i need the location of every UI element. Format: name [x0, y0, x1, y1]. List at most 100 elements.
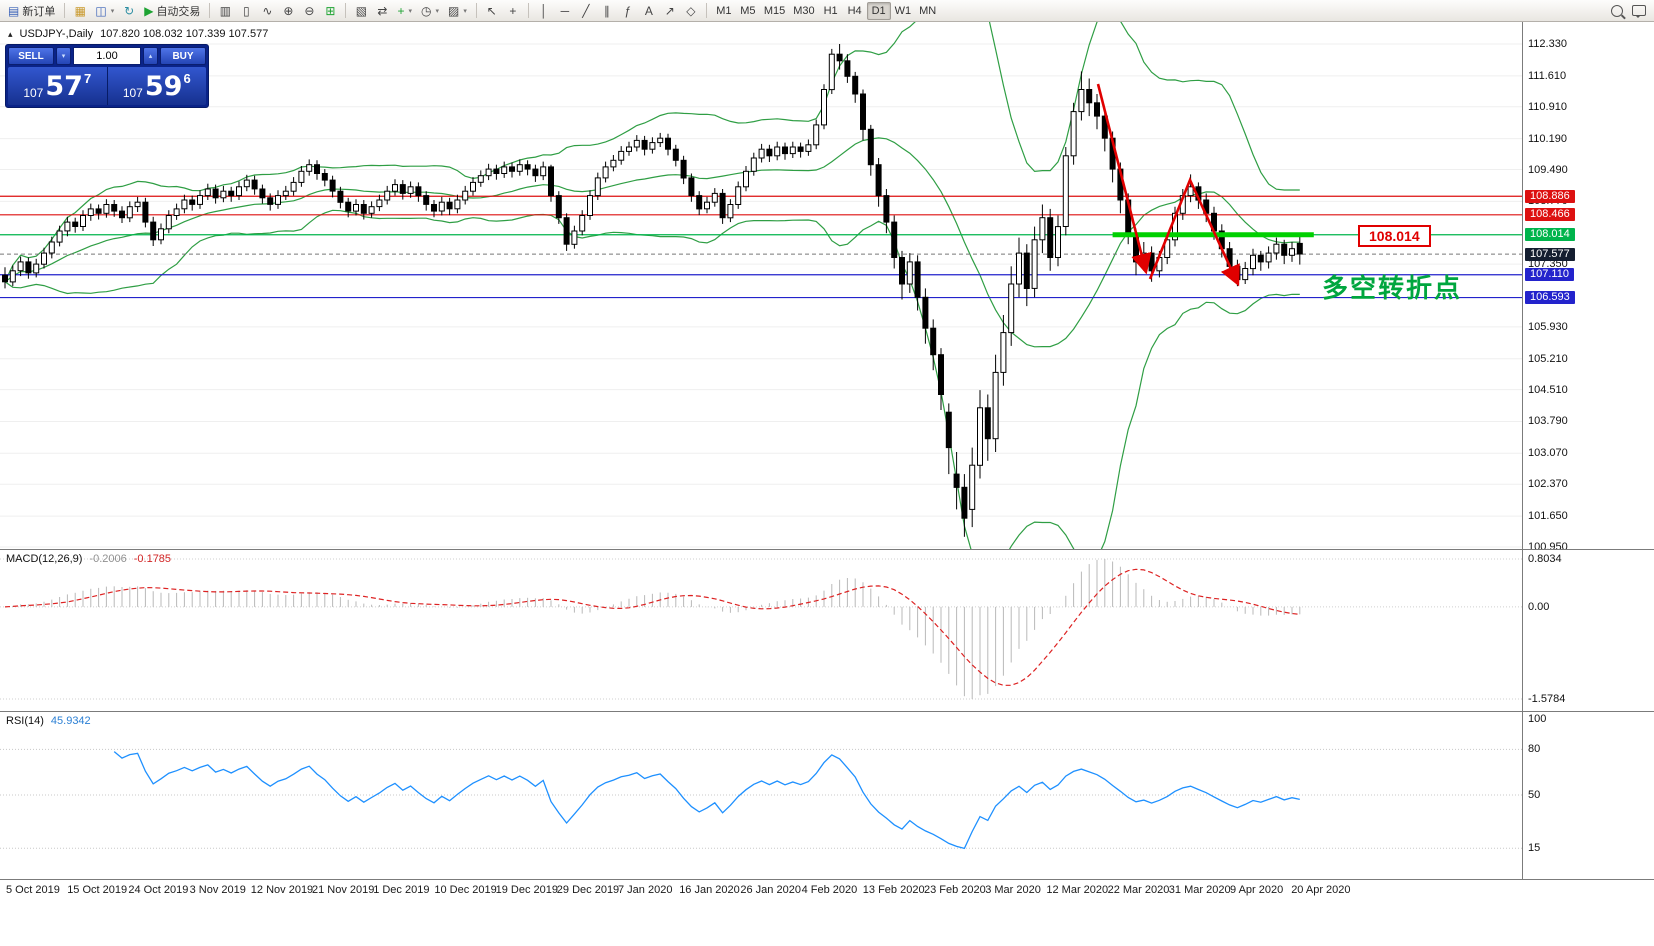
- price-tick-label: 101.650: [1528, 510, 1568, 523]
- date-label: 10 Dec 2019: [434, 884, 497, 896]
- macd-panel[interactable]: MACD(12,26,9) -0.2006 -0.1785: [0, 549, 1522, 711]
- timeframe-w1-button[interactable]: W1: [891, 2, 916, 20]
- candle-body: [103, 204, 110, 214]
- volume-input[interactable]: [73, 47, 141, 65]
- candle-body: [688, 177, 695, 197]
- candle-body: [306, 164, 313, 172]
- rsi-chart[interactable]: [0, 711, 1522, 879]
- candle-body: [649, 142, 656, 150]
- toolbar-separator: [64, 3, 66, 18]
- candle-body: [961, 486, 968, 519]
- add-indicator-button[interactable]: + ▾: [393, 2, 416, 20]
- candle-body: [1055, 226, 1061, 259]
- chart-shift-button[interactable]: ⇄: [372, 2, 392, 20]
- channel-icon: ∥: [603, 3, 610, 18]
- timeframe-h1-button[interactable]: H1: [819, 2, 843, 20]
- rsi-axis-label: 100: [1528, 713, 1547, 725]
- dropdown-caret-icon: ▾: [408, 7, 412, 15]
- candle-body: [860, 93, 866, 130]
- date-label: 5 Oct 2019: [6, 884, 60, 896]
- arrow-tool-button[interactable]: ↗: [660, 2, 680, 20]
- candle-body: [727, 204, 734, 219]
- zoom-in-icon: ⊕: [283, 3, 294, 18]
- candle-body: [813, 124, 820, 146]
- price-chart[interactable]: [0, 22, 1522, 549]
- price-tick-label: 110.190: [1528, 132, 1567, 145]
- price-chart-panel[interactable]: ▴ USDJPY-,Daily 107.820 108.032 107.339 …: [0, 22, 1522, 549]
- candle-body: [337, 190, 344, 203]
- new-order-button[interactable]: ▤ 新订单: [4, 2, 59, 20]
- macd-axis: 0.8034 0.00 -1.5784: [1522, 549, 1654, 711]
- text-tool-button[interactable]: A: [639, 2, 659, 20]
- price-tick-label: 100.950: [1528, 541, 1568, 549]
- bid-prefix: 107: [23, 86, 44, 100]
- candle-body: [899, 257, 905, 285]
- volume-decrease-button[interactable]: ▾: [56, 47, 71, 65]
- volume-increase-button[interactable]: ▴: [143, 47, 158, 65]
- vertical-line-button[interactable]: │: [534, 2, 554, 20]
- rsi-panel[interactable]: RSI(14) 45.9342: [0, 711, 1522, 879]
- cursor-button[interactable]: ↖: [482, 2, 502, 20]
- candle-body: [275, 195, 281, 205]
- bid-price[interactable]: 107 57 7: [8, 67, 107, 105]
- candle-body: [314, 164, 320, 174]
- crosshair-button[interactable]: +: [503, 2, 523, 20]
- tile-windows-button[interactable]: ⊞: [320, 2, 340, 20]
- candle-body: [930, 327, 937, 356]
- candle-body: [844, 60, 851, 77]
- macd-chart[interactable]: [0, 549, 1522, 711]
- profiles-button[interactable]: ◫ ▾: [91, 2, 118, 20]
- macd-name: MACD(12,26,9): [6, 553, 83, 565]
- timeframe-m30-button[interactable]: M30: [789, 2, 818, 20]
- candle-body: [181, 199, 188, 210]
- candle-body: [1101, 115, 1108, 139]
- timeframe-d1-button[interactable]: D1: [866, 1, 891, 20]
- candle-body: [532, 168, 539, 177]
- candle-body: [1039, 217, 1046, 241]
- toolbar-separator: [475, 3, 477, 18]
- rsi-axis-label: 15: [1528, 842, 1541, 855]
- auto-arrange-button[interactable]: ▧: [351, 2, 371, 20]
- candle-body: [672, 148, 679, 161]
- candle-body: [48, 241, 55, 254]
- candle-body: [501, 166, 508, 174]
- fibonacci-button[interactable]: ƒ: [618, 2, 638, 20]
- candle-body: [353, 204, 359, 212]
- candle-body: [477, 175, 484, 183]
- timeframe-m1-button[interactable]: M1: [712, 2, 736, 20]
- line-chart-button[interactable]: ∿: [257, 2, 277, 20]
- date-label: 22 Mar 2020: [1107, 884, 1170, 896]
- horizontal-line-button[interactable]: ─: [555, 2, 575, 20]
- timeframe-h4-button[interactable]: H4: [843, 2, 867, 20]
- chat-button[interactable]: [1628, 2, 1650, 20]
- timeframe-mn-button[interactable]: MN: [915, 2, 940, 20]
- add-indicator-icon: +: [397, 3, 405, 18]
- timeframe-m5-button[interactable]: M5: [736, 2, 760, 20]
- candle-body: [368, 206, 375, 214]
- macd-axis-label: -1.5784: [1528, 693, 1566, 705]
- chart-window-button[interactable]: ▦: [70, 2, 90, 20]
- candle-body: [329, 179, 336, 192]
- channel-button[interactable]: ∥: [597, 2, 617, 20]
- trendline-button[interactable]: ╱: [576, 2, 596, 20]
- candle-body: [72, 221, 79, 228]
- refresh-button[interactable]: ↻: [119, 2, 139, 20]
- shapes-button[interactable]: ◇: [681, 2, 701, 20]
- bar-chart-button[interactable]: ▥: [215, 2, 235, 20]
- candle-body: [243, 179, 250, 188]
- candle-body: [64, 221, 71, 232]
- template-button[interactable]: ▨ ▾: [444, 2, 471, 20]
- candlestick-chart-button[interactable]: ▯: [236, 2, 256, 20]
- candle-body: [914, 261, 921, 298]
- sell-button[interactable]: SELL: [8, 47, 54, 65]
- candle-body: [719, 192, 726, 219]
- zoom-out-button[interactable]: ⊖: [299, 2, 319, 20]
- ask-price[interactable]: 107 59 6: [107, 67, 206, 105]
- autotrading-button[interactable]: ▶ 自动交易: [140, 2, 204, 20]
- zoom-in-button[interactable]: ⊕: [278, 2, 298, 20]
- candle-body: [610, 159, 617, 168]
- search-button[interactable]: [1607, 2, 1627, 20]
- period-button[interactable]: ◷ ▾: [417, 2, 443, 20]
- timeframe-m15-button[interactable]: M15: [760, 2, 789, 20]
- buy-button[interactable]: BUY: [160, 47, 206, 65]
